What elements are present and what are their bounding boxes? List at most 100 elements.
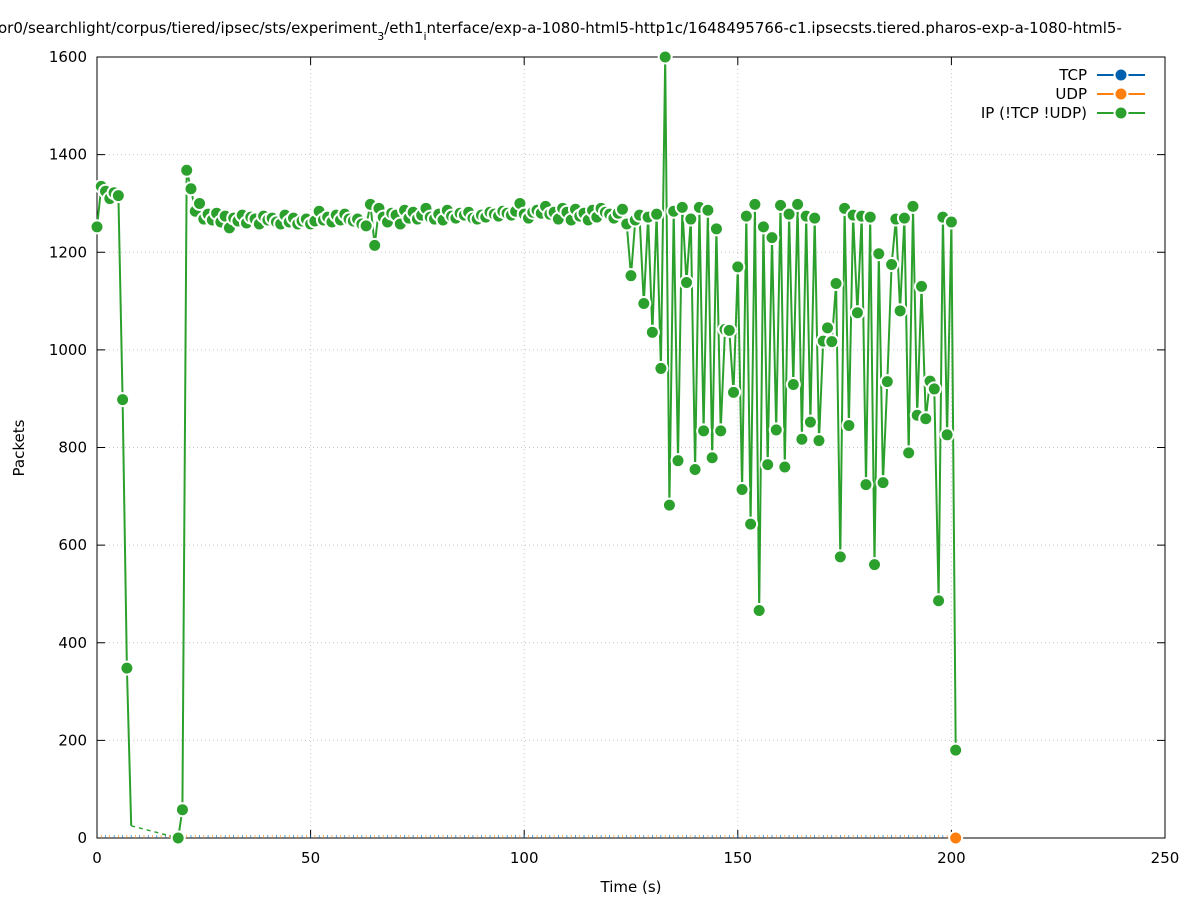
data-point [832,549,848,565]
title-sub-1: 3 [377,30,384,43]
y-tick-label: 200 [58,731,87,749]
data-point [743,516,759,532]
data-point [896,210,912,226]
data-point [943,214,959,230]
axis-ticks: 0 50 100 150 200 250 0 200 400 600 800 1000 1200 1400… [49,48,1180,867]
data-point [657,49,673,65]
data-point [871,246,887,262]
data-point [708,221,724,237]
x-tick-label: 100 [510,849,539,867]
y-tick-label: 1200 [49,243,87,261]
data-point [700,202,716,218]
legend-label: TCP [1058,66,1087,84]
data-point [948,742,964,758]
data-point [721,322,737,338]
data-point [755,219,771,235]
grid-lines [97,57,1165,838]
title-part-mid: /eth1 [384,19,423,37]
y-tick-label: 400 [58,634,87,652]
data-point [913,278,929,294]
series-layer [89,49,964,846]
data-point [811,433,827,449]
data-point [905,198,921,214]
chart-title: or0/searchlight/corpus/tiered/ipsec/sts/… [0,19,1122,43]
data-point [828,275,844,291]
data-point [926,381,942,397]
data-point [614,201,630,217]
data-point [867,557,883,573]
x-tick-label: 250 [1151,849,1180,867]
data-point [192,195,208,211]
y-tick-label: 800 [58,439,87,457]
data-point [683,211,699,227]
data-point [849,305,865,321]
data-point [726,384,742,400]
data-point [824,334,840,350]
title-sub-2: i [423,30,426,43]
series-line [96,184,133,826]
series-line [177,56,957,839]
series-2 [89,49,964,846]
data-point [649,206,665,222]
y-tick-label: 1000 [49,341,87,359]
data-point [110,188,126,204]
data-point [670,453,686,469]
data-point [785,377,801,393]
data-point [948,830,964,846]
y-tick-label: 1600 [49,48,87,66]
series-gap-line [130,825,179,839]
data-point [892,303,908,319]
y-tick-label: 1400 [49,146,87,164]
data-point [790,196,806,212]
data-point [768,422,784,438]
data-point [777,459,793,475]
title-part-post: nterface/exp-a-1080-html5-http1c/1648495… [427,19,1122,37]
title-part-pre: or0/searchlight/corpus/tiered/ipsec/sts/… [0,19,377,37]
data-point [170,830,186,846]
legend-marker [1113,86,1129,102]
data-point [734,481,750,497]
data-point [119,660,135,676]
data-point [115,392,131,408]
data-point [781,206,797,222]
y-axis-label: Packets [10,419,28,476]
data-point [939,427,955,443]
data-point [174,802,190,818]
legend-label: IP (!TCP !UDP) [981,104,1087,122]
data-point [901,445,917,461]
x-tick-label: 200 [937,849,966,867]
data-point [179,162,195,178]
data-point [713,423,729,439]
data-point [687,461,703,477]
series-1 [948,830,964,846]
data-point [764,230,780,246]
data-point [358,218,374,234]
data-point [751,603,767,619]
data-point [183,181,199,197]
data-point [802,414,818,430]
y-tick-label: 0 [77,829,87,847]
legend-marker [1113,67,1129,83]
x-tick-label: 150 [723,849,752,867]
data-point [747,196,763,212]
data-point [879,374,895,390]
data-point [674,199,690,215]
data-point [661,497,677,513]
data-point [884,256,900,272]
legend-label: UDP [1055,85,1087,103]
data-point [696,423,712,439]
data-point [679,275,695,291]
data-point [730,259,746,275]
data-point [794,431,810,447]
data-point [918,411,934,427]
data-point [841,418,857,434]
data-point [704,450,720,466]
data-point [773,197,789,213]
data-point [623,268,639,284]
data-point [862,209,878,225]
data-point [858,477,874,493]
data-point [367,237,383,253]
y-tick-label: 600 [58,536,87,554]
